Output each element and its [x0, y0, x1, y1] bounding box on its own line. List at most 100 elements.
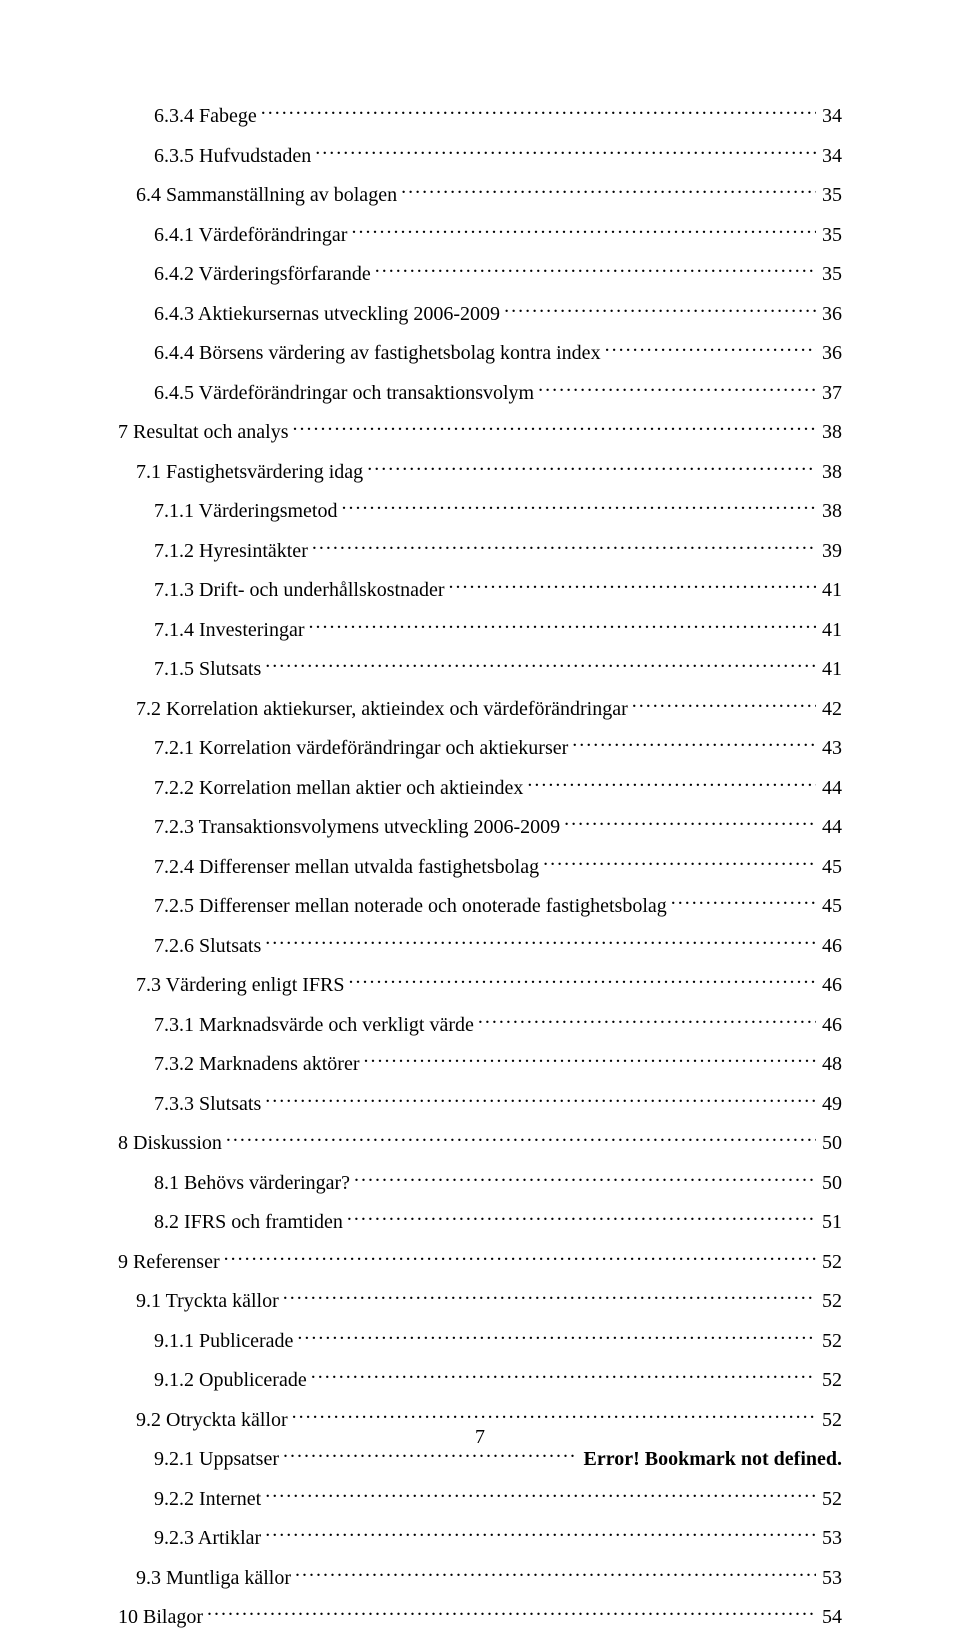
toc-label: 7.1.5 Slutsats — [154, 656, 265, 683]
toc-entry: 6.3.4 Fabege 34 — [118, 102, 842, 130]
toc-entry: 6.4.2 Värderingsförfarande 35 — [118, 260, 842, 288]
toc-page-number: Error! Bookmark not defined. — [577, 1446, 842, 1473]
toc-page-number: 45 — [816, 893, 842, 920]
toc-page-number: 37 — [816, 380, 842, 407]
toc-entry: 6.4.3 Aktiekursernas utveckling 2006-200… — [118, 300, 842, 328]
toc-label: 7.2.5 Differenser mellan noterade och on… — [154, 893, 671, 920]
table-of-contents: 6.3.4 Fabege 34 6.3.5 Hufvudstaden 34 6.4 … — [118, 102, 842, 1631]
toc-label: 7.2.4 Differenser mellan utvalda fastigh… — [154, 854, 543, 881]
toc-page-number: 52 — [816, 1367, 842, 1394]
toc-entry: 6.4.1 Värdeförändringar 35 — [118, 221, 842, 249]
toc-page-number: 52 — [816, 1249, 842, 1276]
toc-leader-dots — [364, 1050, 817, 1070]
toc-page-number: 35 — [816, 182, 842, 209]
toc-page-number: 48 — [816, 1051, 842, 1078]
toc-leader-dots — [283, 1287, 816, 1307]
toc-label: 9.2.1 Uppsatser — [154, 1446, 283, 1473]
toc-label: 7.1.2 Hyresintäkter — [154, 538, 312, 565]
toc-label: 7.1.3 Drift- och underhållskostnader — [154, 577, 448, 604]
toc-page-number: 46 — [816, 1012, 842, 1039]
toc-leader-dots — [265, 932, 816, 952]
toc-entry: 7.1.1 Värderingsmetod 38 — [118, 497, 842, 525]
toc-label: 7.2.1 Korrelation värdeförändringar och … — [154, 735, 572, 762]
toc-leader-dots — [342, 497, 817, 517]
toc-leader-dots — [564, 813, 816, 833]
toc-leader-dots — [224, 1248, 816, 1268]
toc-entry: 7.2.2 Korrelation mellan aktier och akti… — [118, 774, 842, 802]
toc-leader-dots — [351, 221, 816, 241]
toc-label: 6.4.1 Värdeförändringar — [154, 222, 351, 249]
toc-leader-dots — [401, 181, 816, 201]
toc-entry: 7.2.6 Slutsats 46 — [118, 932, 842, 960]
toc-label: 7.3.3 Slutsats — [154, 1091, 265, 1118]
toc-leader-dots — [504, 300, 816, 320]
toc-leader-dots — [478, 1011, 816, 1031]
toc-leader-dots — [572, 734, 816, 754]
toc-entry: 7.2.1 Korrelation värdeförändringar och … — [118, 734, 842, 762]
toc-leader-dots — [538, 379, 816, 399]
toc-label: 7.1.1 Värderingsmetod — [154, 498, 342, 525]
toc-entry: 8 Diskussion 50 — [118, 1129, 842, 1157]
toc-page-number: 52 — [816, 1486, 842, 1513]
toc-entry: 7.1.5 Slutsats 41 — [118, 655, 842, 683]
toc-entry: 9.1 Tryckta källor 52 — [118, 1287, 842, 1315]
toc-entry: 7.3.2 Marknadens aktörer 48 — [118, 1050, 842, 1078]
toc-label: 7.1.4 Investeringar — [154, 617, 309, 644]
toc-label: 7 Resultat och analys — [118, 419, 293, 446]
toc-leader-dots — [632, 695, 816, 715]
toc-page-number: 41 — [816, 656, 842, 683]
toc-leader-dots — [605, 339, 816, 359]
toc-entry: 7.3.1 Marknadsvärde och verkligt värde 4… — [118, 1011, 842, 1039]
toc-entry: 9.2.2 Internet 52 — [118, 1485, 842, 1513]
toc-label: 9.1 Tryckta källor — [136, 1288, 283, 1315]
toc-entry: 7.1.4 Investeringar 41 — [118, 616, 842, 644]
toc-leader-dots — [226, 1129, 816, 1149]
toc-leader-dots — [354, 1169, 816, 1189]
toc-entry: 7.2 Korrelation aktiekurser, aktieindex … — [118, 695, 842, 723]
toc-label: 8.2 IFRS och framtiden — [154, 1209, 347, 1236]
toc-leader-dots — [347, 1208, 816, 1228]
toc-label: 7.1 Fastighetsvärdering idag — [136, 459, 367, 486]
toc-entry: 7.1.3 Drift- och underhållskostnader 41 — [118, 576, 842, 604]
toc-label: 6.3.4 Fabege — [154, 103, 261, 130]
toc-page-number: 44 — [816, 775, 842, 802]
toc-label: 7.3.2 Marknadens aktörer — [154, 1051, 364, 1078]
toc-page-number: 39 — [816, 538, 842, 565]
toc-leader-dots — [207, 1603, 816, 1623]
toc-label: 6.4.4 Börsens värdering av fastighetsbol… — [154, 340, 605, 367]
toc-label: 6.4.5 Värdeförändringar och transaktions… — [154, 380, 538, 407]
toc-page-number: 41 — [816, 577, 842, 604]
toc-leader-dots — [543, 853, 816, 873]
toc-leader-dots — [375, 260, 816, 280]
toc-page-number: 38 — [816, 419, 842, 446]
toc-label: 7.2 Korrelation aktiekurser, aktieindex … — [136, 696, 632, 723]
toc-label: 7.2.3 Transaktionsvolymens utveckling 20… — [154, 814, 564, 841]
toc-page-number: 53 — [816, 1525, 842, 1552]
toc-entry: 7.3 Värdering enligt IFRS 46 — [118, 971, 842, 999]
toc-label: 6.4 Sammanställning av bolagen — [136, 182, 401, 209]
toc-entry: 7.1.2 Hyresintäkter 39 — [118, 537, 842, 565]
toc-page-number: 49 — [816, 1091, 842, 1118]
page-number: 7 — [0, 1426, 960, 1449]
toc-entry: 6.4 Sammanställning av bolagen 35 — [118, 181, 842, 209]
toc-entry: 9.3 Muntliga källor 53 — [118, 1564, 842, 1592]
toc-leader-dots — [448, 576, 816, 596]
toc-leader-dots — [671, 892, 816, 912]
toc-page-number: 45 — [816, 854, 842, 881]
toc-leader-dots — [293, 418, 816, 438]
toc-leader-dots — [265, 1485, 816, 1505]
toc-entry: 9.2.3 Artiklar 53 — [118, 1524, 842, 1552]
toc-leader-dots — [295, 1564, 816, 1584]
toc-entry: 7.1 Fastighetsvärdering idag 38 — [118, 458, 842, 486]
toc-entry: 9.2.1 Uppsatser Error! Bookmark not defi… — [118, 1445, 842, 1473]
toc-page-number: 35 — [816, 222, 842, 249]
toc-entry: 6.3.5 Hufvudstaden 34 — [118, 142, 842, 170]
toc-label: 7.3.1 Marknadsvärde och verkligt värde — [154, 1012, 478, 1039]
toc-page-number: 38 — [816, 498, 842, 525]
toc-label: 8.1 Behövs värderingar? — [154, 1170, 354, 1197]
toc-page-number: 43 — [816, 735, 842, 762]
toc-label: 6.3.5 Hufvudstaden — [154, 143, 315, 170]
toc-entry: 9.1.2 Opublicerade 52 — [118, 1366, 842, 1394]
toc-label: 8 Diskussion — [118, 1130, 226, 1157]
toc-entry: 7.2.4 Differenser mellan utvalda fastigh… — [118, 853, 842, 881]
